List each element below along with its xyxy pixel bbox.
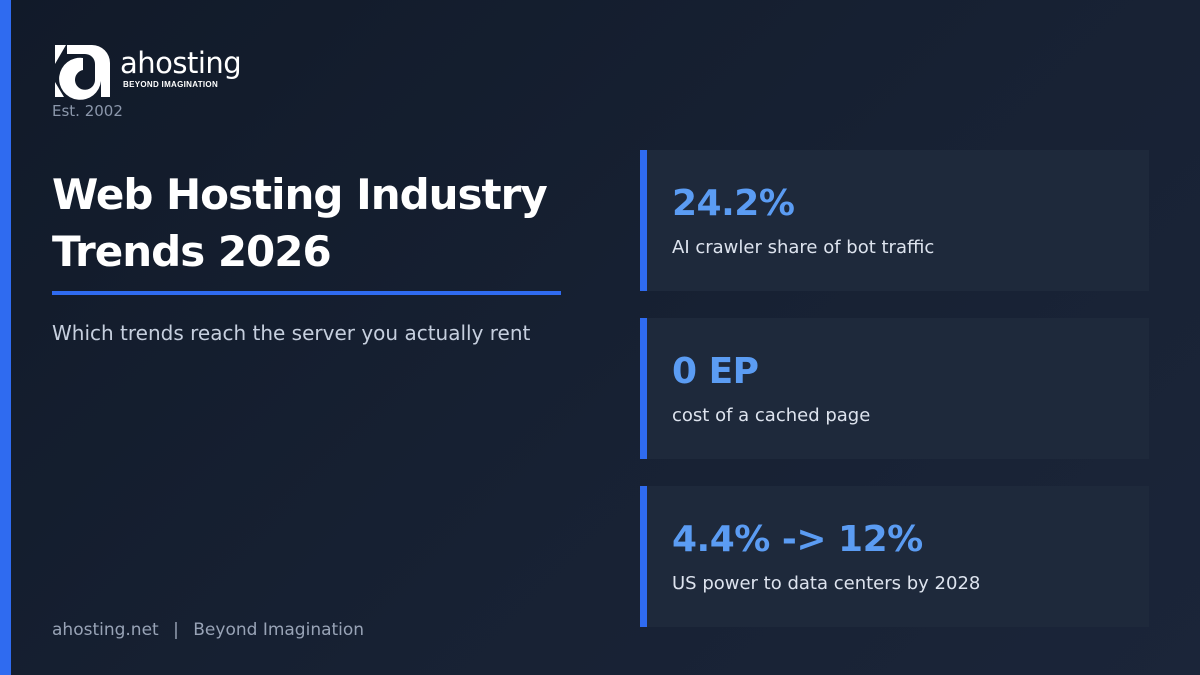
title-line-1: Web Hosting Industry — [52, 170, 548, 219]
footer-slogan: Beyond Imagination — [193, 620, 365, 640]
stat-value: 24.2% — [672, 183, 795, 224]
stat-value: 4.4% -> 12% — [672, 519, 923, 560]
brand-name: ahosting — [120, 46, 242, 80]
subtitle: Which trends reach the server you actual… — [52, 321, 531, 345]
stat-label: cost of a cached page — [672, 405, 871, 426]
stat-card-cached-page: 0 EP cost of a cached page — [640, 318, 1149, 459]
page-title: Web Hosting Industry Trends 2026 — [52, 166, 592, 280]
brand-logo: ahosting BEYOND IMAGINATION — [52, 42, 262, 100]
stat-label: US power to data centers by 2028 — [672, 573, 981, 594]
footer: ahosting.net | Beyond Imagination — [52, 620, 364, 640]
stat-value: 0 EP — [672, 351, 759, 392]
stat-card-ai-crawler: 24.2% AI crawler share of bot traffic — [640, 150, 1149, 291]
left-accent-bar — [0, 0, 11, 675]
footer-site: ahosting.net — [52, 620, 159, 640]
footer-separator: | — [173, 620, 179, 640]
brand-tagline: BEYOND IMAGINATION — [123, 80, 219, 89]
stat-label: AI crawler share of bot traffic — [672, 237, 935, 258]
stat-card-power: 4.4% -> 12% US power to data centers by … — [640, 486, 1149, 627]
title-underline — [52, 291, 561, 295]
ahosting-a-mark-icon — [55, 45, 110, 100]
title-line-2: Trends 2026 — [52, 227, 332, 276]
established-year: Est. 2002 — [52, 102, 123, 120]
